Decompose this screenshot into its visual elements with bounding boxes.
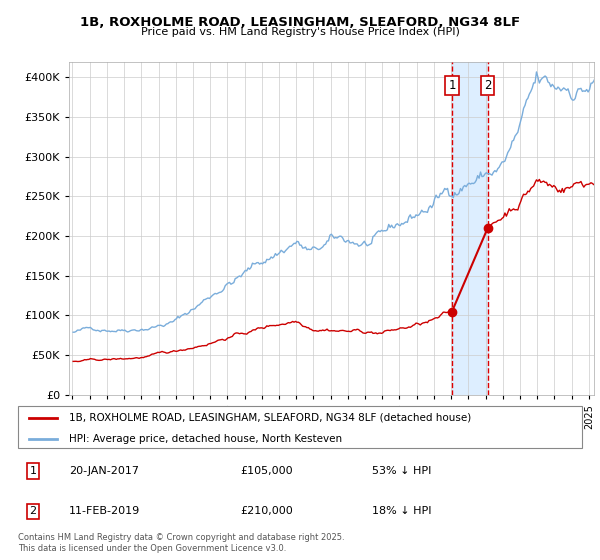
FancyBboxPatch shape: [18, 406, 582, 448]
Text: 20-JAN-2017: 20-JAN-2017: [69, 466, 139, 476]
Text: Contains HM Land Registry data © Crown copyright and database right 2025.
This d: Contains HM Land Registry data © Crown c…: [18, 533, 344, 553]
Text: 1: 1: [29, 466, 37, 476]
Text: 18% ↓ HPI: 18% ↓ HPI: [372, 506, 431, 516]
Text: Price paid vs. HM Land Registry's House Price Index (HPI): Price paid vs. HM Land Registry's House …: [140, 27, 460, 37]
Text: 1B, ROXHOLME ROAD, LEASINGHAM, SLEAFORD, NG34 8LF (detached house): 1B, ROXHOLME ROAD, LEASINGHAM, SLEAFORD,…: [69, 413, 471, 423]
Text: £210,000: £210,000: [240, 506, 293, 516]
Text: 1B, ROXHOLME ROAD, LEASINGHAM, SLEAFORD, NG34 8LF: 1B, ROXHOLME ROAD, LEASINGHAM, SLEAFORD,…: [80, 16, 520, 29]
Text: 53% ↓ HPI: 53% ↓ HPI: [372, 466, 431, 476]
Text: 2: 2: [484, 79, 491, 92]
Text: HPI: Average price, detached house, North Kesteven: HPI: Average price, detached house, Nort…: [69, 434, 342, 444]
Text: £105,000: £105,000: [240, 466, 293, 476]
Text: 11-FEB-2019: 11-FEB-2019: [69, 506, 140, 516]
Text: 1: 1: [448, 79, 456, 92]
Text: 2: 2: [29, 506, 37, 516]
Bar: [452, 62, 488, 395]
